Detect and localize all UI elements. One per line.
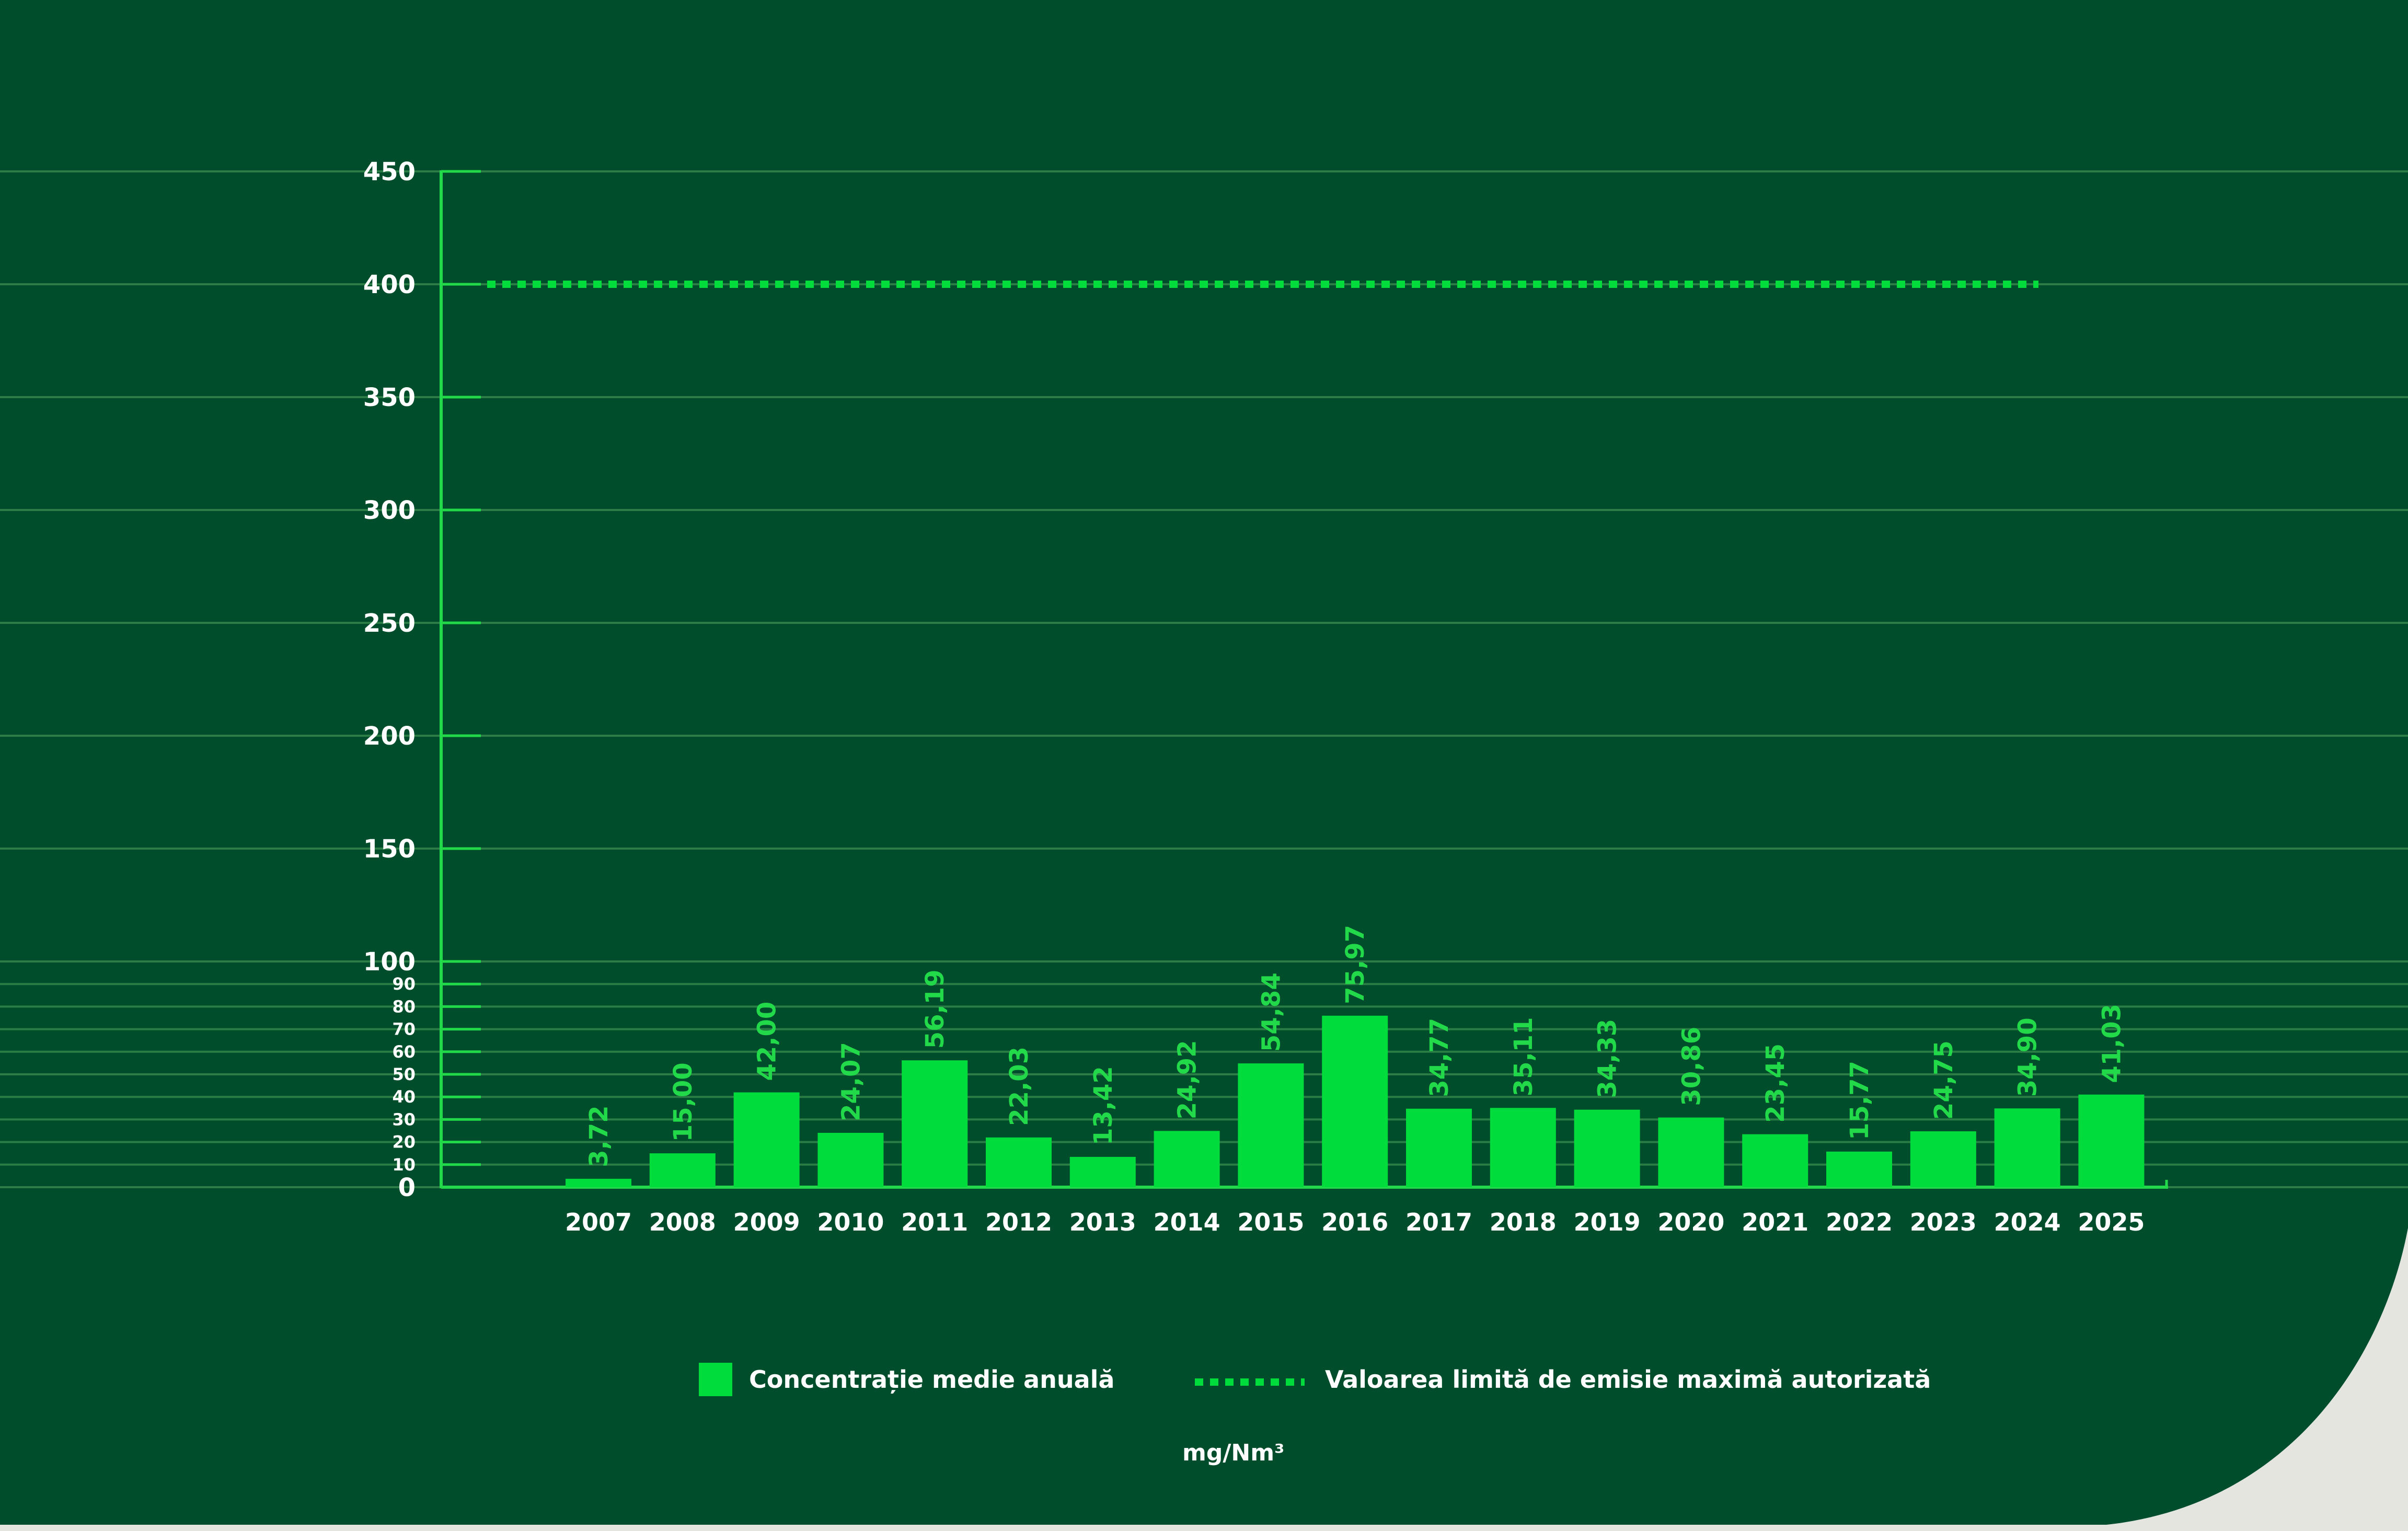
bar [1322,1015,1388,1187]
y-tick-label: 60 [392,1042,416,1062]
x-tick-label: 2008 [649,1208,716,1236]
legend-bar-label: Concentrație medie anuală [749,1365,1114,1394]
y-tick-label: 90 [392,974,416,994]
value-label: 75,97 [1341,925,1370,1004]
x-tick-label: 2007 [565,1208,632,1236]
bar [1658,1117,1724,1187]
x-tick-label: 2013 [1069,1208,1136,1236]
value-label: 35,11 [1509,1017,1538,1096]
value-label: 22,03 [1005,1047,1034,1126]
y-tick-label: 200 [363,722,416,751]
bar [1069,1157,1136,1187]
value-label: 56,19 [920,969,950,1049]
bar [986,1137,1052,1187]
x-tick-label: 2010 [817,1208,884,1236]
bar [1238,1063,1304,1187]
value-label: 24,75 [1929,1040,1958,1120]
bars [566,1015,2145,1187]
value-label: 34,77 [1425,1018,1454,1097]
y-tick-label: 20 [392,1132,416,1152]
bar [1742,1134,1808,1187]
bar [817,1133,884,1187]
value-label: 23,45 [1761,1043,1790,1123]
y-tick-label: 40 [392,1087,416,1107]
bar [733,1092,800,1187]
value-label: 13,42 [1089,1066,1118,1145]
value-labels: 3,72 15,00 42,00 24,07 56,19 22,03 13,42 24,92 5… [584,925,2126,1167]
bar [566,1178,631,1187]
y-tick-label: 30 [392,1109,416,1129]
x-tick-label: 2015 [1237,1208,1304,1236]
y-tick-label: 400 [363,270,416,299]
x-tick-label: 2012 [985,1208,1052,1236]
bar [902,1060,968,1187]
legend: Concentrație medie anuală Valoarea limit… [699,1363,1931,1396]
value-label: 41,03 [2097,1004,2126,1083]
y-tick-label: 300 [363,496,416,525]
x-tick-label: 2025 [2078,1208,2145,1236]
y-tick-label: 0 [398,1173,416,1202]
value-label: 42,00 [753,1002,782,1081]
x-tick-label: 2023 [1910,1208,1977,1236]
bar [1910,1131,1976,1187]
value-label: 34,33 [1593,1019,1622,1098]
y-tick-label: 80 [392,996,416,1016]
x-tick-label: 2009 [733,1208,800,1236]
grid-lines [0,170,2408,1188]
value-label: 15,77 [1845,1061,1874,1140]
x-tick-label: 2022 [1826,1208,1893,1236]
y-tick-labels: 0100150200250300350400450102030405060708… [363,157,416,1202]
y-tick-label: 50 [392,1064,416,1084]
y-tick-label: 100 [363,947,416,977]
legend-bar-swatch [699,1363,732,1396]
x-tick-label: 2017 [1405,1208,1472,1236]
x-tick-labels: 2007 2008 2009 2010 2011 2012 2013 2014 2015 2016… [565,1208,2145,1236]
y-tick-label: 70 [392,1019,416,1039]
y-tick-label: 350 [363,383,416,412]
bar [1490,1108,1556,1187]
bar [1994,1108,2060,1187]
value-label: 30,86 [1677,1027,1706,1106]
x-tick-label: 2014 [1154,1208,1220,1236]
value-label: 15,00 [669,1062,698,1142]
bar [1826,1151,1892,1187]
unit-label: mg/Nm³ [1182,1440,1284,1466]
bar [1574,1109,1640,1187]
x-tick-label: 2018 [1490,1208,1557,1236]
value-label: 24,07 [836,1042,866,1121]
x-tick-label: 2019 [1574,1208,1641,1236]
x-tick-label: 2016 [1321,1208,1388,1236]
value-label: 24,92 [1173,1040,1202,1120]
value-label: 3,72 [584,1105,614,1167]
x-tick-label: 2021 [1742,1208,1808,1236]
bar [2078,1094,2145,1187]
x-tick-label: 2024 [1994,1208,2061,1236]
x-tick-label: 2011 [901,1208,968,1236]
bar [1154,1131,1220,1187]
y-tick-label: 450 [363,157,416,187]
x-tick-label: 2020 [1657,1208,1724,1236]
y-tick-label: 150 [363,834,416,864]
value-label: 34,90 [2013,1017,2043,1097]
y-tick-label: 10 [392,1155,416,1175]
bar [1406,1108,1472,1187]
y-tick-label: 250 [363,609,416,638]
value-label: 54,84 [1257,972,1286,1052]
legend-limit-label: Valoarea limită de emisie maximă autoriz… [1325,1365,1931,1394]
bar [649,1153,716,1187]
